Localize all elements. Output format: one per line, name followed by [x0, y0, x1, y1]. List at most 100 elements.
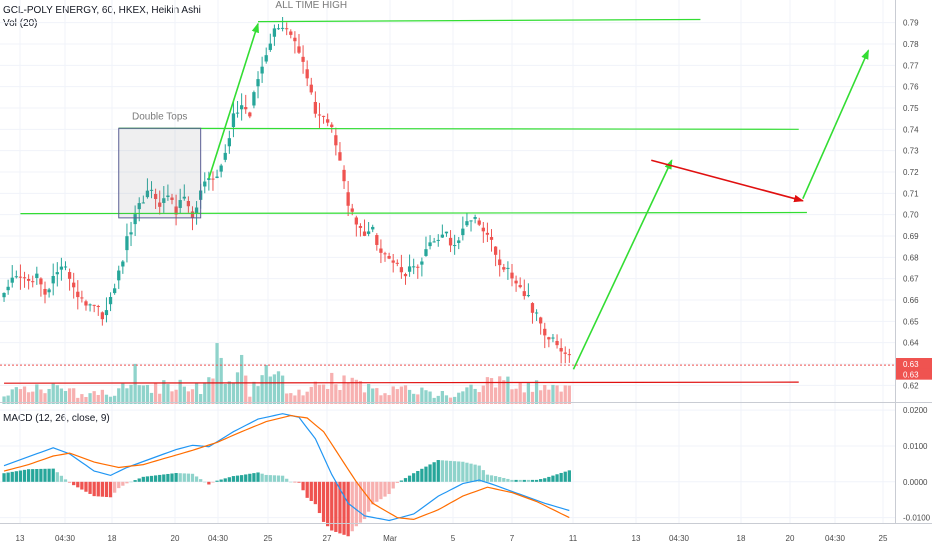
time-tick-label: 04:30 [55, 534, 76, 543]
macd-histogram-bar [485, 474, 490, 482]
volume-bar [395, 389, 399, 404]
macd-histogram-bar [489, 475, 494, 482]
macd-histogram-bar [145, 476, 150, 482]
candle-body [444, 231, 449, 234]
macd-histogram-bar [244, 474, 248, 482]
macd-histogram-bar [440, 460, 444, 482]
volume-bar [350, 377, 354, 404]
volume-bar [334, 384, 338, 404]
macd-histogram-bar [182, 473, 186, 482]
macd-histogram-bar [457, 461, 461, 482]
volume-bar [330, 372, 334, 404]
macd-histogram-bar [498, 477, 502, 482]
volume-bar [14, 387, 18, 404]
volume-bar [485, 377, 490, 404]
volume-bar [461, 391, 465, 404]
candle-body [485, 232, 490, 235]
time-tick-label: 04:30 [208, 534, 229, 543]
time-tick-label: 04:30 [825, 534, 846, 543]
macd-histogram-bar [231, 476, 236, 482]
macd-histogram-bar [211, 481, 215, 483]
candle-body [158, 202, 162, 207]
candle-body [502, 267, 506, 270]
macd-histogram-bar [108, 481, 113, 498]
candle-body [129, 232, 133, 235]
volume-bar [543, 385, 547, 404]
signal-line [3, 414, 570, 521]
macd-histogram-bar [506, 478, 510, 482]
price-tick-label: 0.69 [903, 232, 919, 241]
candle-body [358, 226, 363, 228]
candle-body [420, 261, 424, 265]
candle-body [121, 261, 125, 267]
volume-bar [47, 388, 51, 404]
volume-bar [289, 393, 293, 404]
macd-histogram-bar [526, 479, 531, 482]
macd-histogram-bar [453, 461, 457, 482]
candle-body [162, 198, 166, 203]
candle-body [371, 226, 375, 230]
volume-bar [453, 396, 457, 404]
time-tick-label: 04:30 [669, 534, 690, 543]
grid-lines [0, 0, 895, 523]
macd-histogram-bar [174, 473, 178, 482]
price-tick-label: 0.77 [903, 61, 919, 70]
price-tick-label: 0.79 [903, 19, 919, 28]
macd-histogram-bar [219, 479, 223, 482]
candle-body [514, 280, 518, 284]
forecast-arrow [208, 22, 259, 179]
macd-histogram-bar [477, 465, 481, 482]
candle-body [346, 192, 350, 206]
candle-body [59, 266, 64, 270]
volume-bar [145, 384, 150, 404]
macd-histogram-bar [235, 475, 240, 482]
macd-histogram-bar [92, 481, 96, 497]
forecast-arrow [572, 159, 673, 370]
macd-histogram-bar [502, 477, 506, 482]
volume-bar [182, 386, 186, 404]
macd-histogram-bar [113, 481, 117, 493]
volume-bar [39, 389, 43, 404]
volume-bar [326, 388, 330, 404]
macd-histogram-bar [301, 481, 305, 491]
macd-histogram-bar [403, 478, 408, 482]
macd-label: MACD (12, 26, close, 9) [3, 413, 110, 424]
macd-histogram-bar [461, 461, 465, 482]
candle-body [43, 288, 47, 295]
time-tick-label: 7 [510, 534, 515, 543]
candle-body [416, 266, 420, 268]
volume-bar [321, 384, 326, 404]
time-tick-label: 11 [569, 534, 578, 543]
price-tick-label: 0.67 [903, 275, 919, 284]
macd-histogram-bar [43, 468, 47, 482]
volume-bar [268, 376, 272, 404]
candle-body [223, 152, 227, 160]
candle-body [248, 112, 252, 117]
volume-bar [506, 376, 510, 404]
macd-histogram-bar [534, 479, 539, 482]
macd-histogram-bar [547, 476, 551, 482]
candle-body [305, 69, 309, 79]
volume-bars [2, 343, 571, 404]
candle-body [51, 275, 55, 284]
macd-histogram-bar [334, 481, 338, 532]
macd-histogram-bar [510, 479, 514, 482]
macd-histogram-bar [321, 481, 326, 522]
candle-body [551, 337, 555, 339]
drawings-layer[interactable]: Double Tops ALL TIME HIGH [4, 0, 870, 384]
candle-body [170, 197, 174, 200]
double-tops-box [118, 127, 202, 219]
candle-body [18, 276, 23, 278]
candle-body [326, 119, 330, 123]
candle-body [145, 190, 150, 198]
macd-histogram-bar [383, 481, 387, 497]
macd-histogram-bar [137, 478, 141, 482]
volume-bar [399, 386, 404, 404]
macd-histogram-bar [387, 481, 391, 495]
candle-body [104, 310, 109, 316]
macd-histogram-bar [338, 481, 342, 534]
candle-body [125, 236, 129, 251]
candle-body [530, 303, 535, 313]
macd-histogram-bar [260, 473, 264, 482]
